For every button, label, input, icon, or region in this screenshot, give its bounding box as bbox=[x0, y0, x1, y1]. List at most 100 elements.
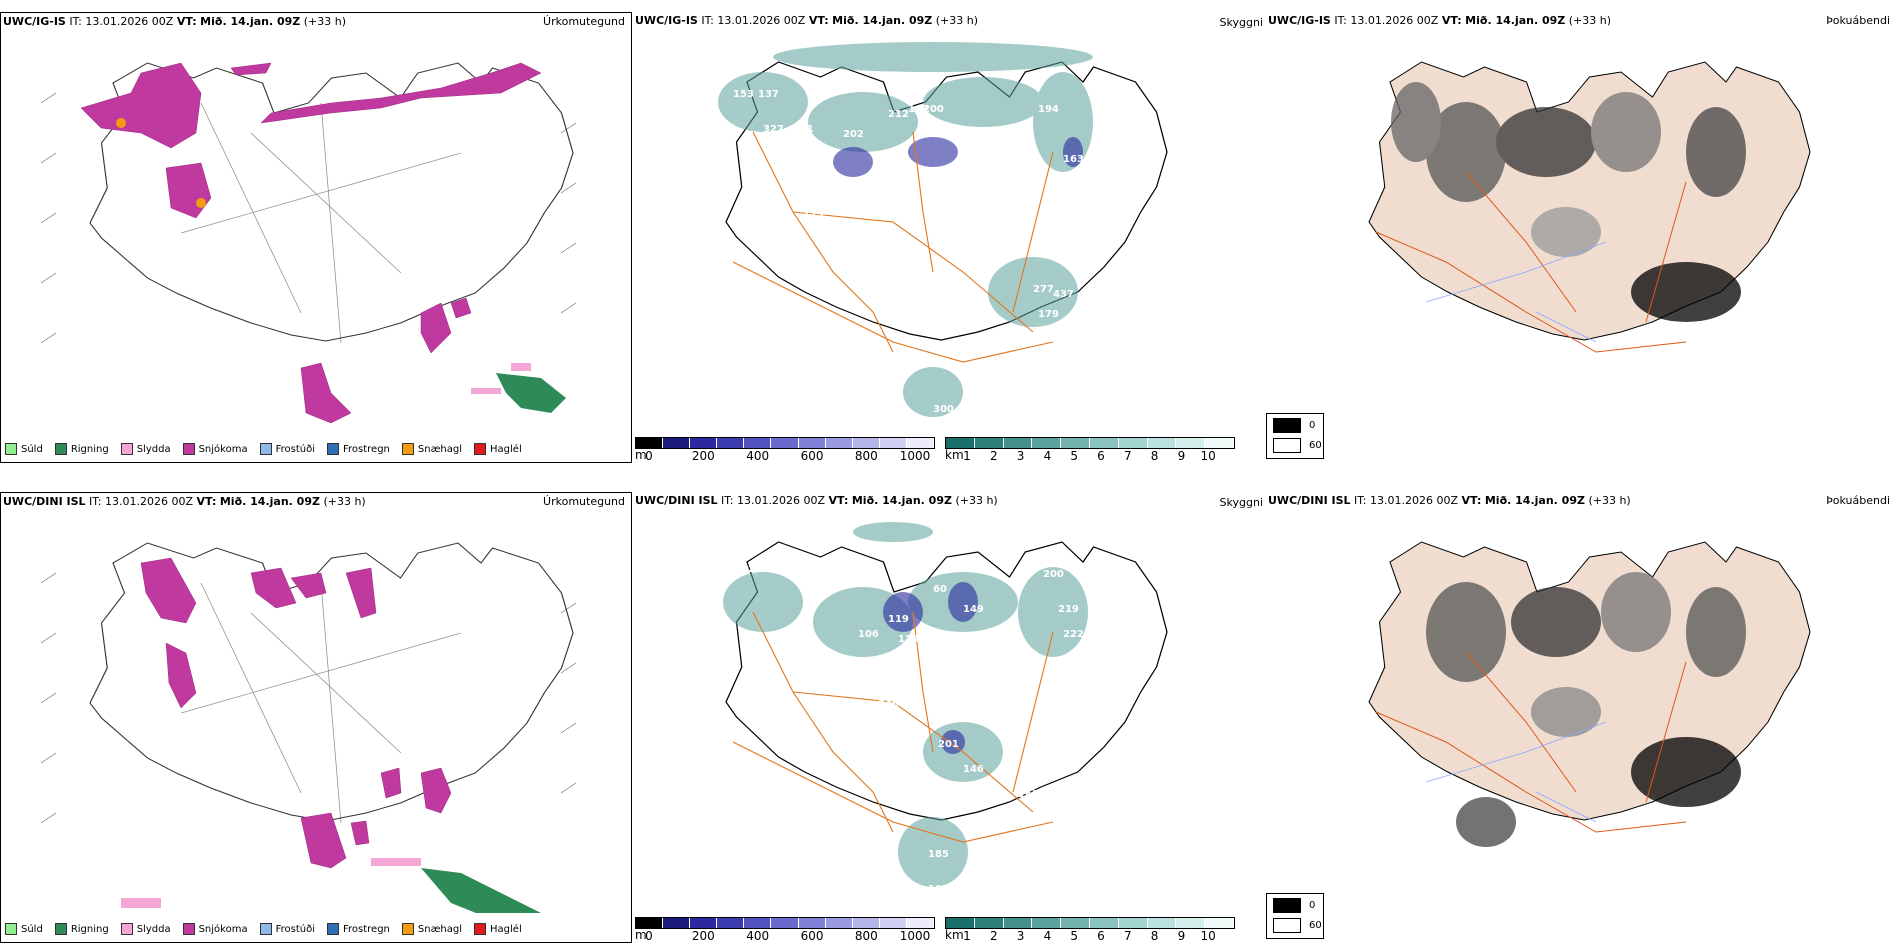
legend-item: Haglél bbox=[474, 443, 522, 455]
colorbar-segment bbox=[825, 918, 853, 928]
fog-map bbox=[1368, 61, 1811, 353]
fog-panel-row2: UWC/DINI ISL IT: 13.01.2026 00Z VT: Mið.… bbox=[1266, 492, 1896, 943]
panel-title: UWC/DINI ISL IT: 13.01.2026 00Z VT: Mið.… bbox=[3, 495, 366, 508]
tick: 7 bbox=[1123, 929, 1132, 943]
colorbar-segment bbox=[1061, 438, 1090, 448]
colorbar-segment bbox=[946, 918, 975, 928]
legend-item: Snæhagl bbox=[401, 923, 462, 935]
colorbar-segment bbox=[1032, 918, 1062, 928]
visibility-value-label: 179 bbox=[1038, 309, 1059, 320]
visibility-value-label: 202 bbox=[843, 129, 864, 140]
visibility-value-label: 153 bbox=[733, 89, 754, 100]
legend-swatch-hail bbox=[474, 923, 487, 935]
legend-item: Frostregn bbox=[327, 923, 390, 935]
panel-title: UWC/IG-IS IT: 13.01.2026 00Z VT: Mið. 14… bbox=[635, 14, 979, 27]
tick: 0 bbox=[645, 929, 653, 943]
colorbar-segment bbox=[974, 918, 1004, 928]
colorbar-kilometers: km 1 2 3 4 5 6 7 8 9 10 bbox=[945, 437, 1235, 463]
legend-item: Frostúði bbox=[259, 443, 315, 455]
legend-item: Súld bbox=[5, 923, 43, 935]
tick: 9 bbox=[1177, 449, 1186, 463]
visibility-value-label: 129 bbox=[898, 634, 919, 645]
fog-legend-row1: 0 60 bbox=[1266, 413, 1324, 459]
legend-swatch-graupel bbox=[401, 923, 414, 935]
colorbar-segment bbox=[825, 438, 853, 448]
visibility-value-label: 300 bbox=[933, 404, 954, 415]
tick: 600 bbox=[800, 449, 824, 463]
tick: 800 bbox=[854, 449, 878, 463]
colorbar-km-bar bbox=[945, 917, 1235, 929]
tick: 10 bbox=[1200, 449, 1216, 463]
colorbar-segment bbox=[852, 918, 880, 928]
legend-swatch-graupel bbox=[401, 443, 414, 455]
legend-item: Rigning bbox=[54, 923, 109, 935]
colorbar-km-unit: km bbox=[945, 448, 964, 462]
colorbar-segment bbox=[1089, 438, 1119, 448]
legend-swatch-freezing-rain bbox=[327, 923, 339, 935]
visibility-value-label: 161 bbox=[793, 124, 814, 135]
legend-swatch-freezing-drizzle bbox=[259, 923, 272, 935]
tick: 6 bbox=[1097, 449, 1105, 463]
legend-item: Snjókoma bbox=[182, 443, 248, 455]
colorbar-segment bbox=[798, 438, 826, 448]
colorbar-segment bbox=[771, 918, 799, 928]
visibility-value-label: 119 bbox=[888, 614, 909, 625]
colorbar-segment bbox=[1176, 438, 1206, 448]
panel-title: UWC/IG-IS IT: 13.01.2026 00Z VT: Mið. 14… bbox=[3, 15, 347, 28]
fog-panel-row1: UWC/IG-IS IT: 13.01.2026 00Z VT: Mið. 14… bbox=[1266, 12, 1896, 463]
legend-swatch-rain bbox=[54, 443, 67, 455]
visibility-value-label: 163 bbox=[1018, 789, 1039, 800]
legend-item: Súld bbox=[5, 443, 43, 455]
legend-item: Haglél bbox=[474, 923, 522, 935]
colorbar-km-ticks: 1 2 3 4 5 6 7 8 9 10 bbox=[963, 449, 1235, 463]
colorbar-segment bbox=[663, 918, 691, 928]
fog-legend-swatch-dark bbox=[1273, 418, 1301, 433]
visibility-value-label: 346 bbox=[878, 699, 899, 710]
field-name: Skyggni bbox=[1219, 16, 1263, 29]
visibility-value-label: 88 bbox=[878, 659, 892, 670]
legend-item: Rigning bbox=[54, 443, 109, 455]
visibility-value-label: 212 bbox=[888, 109, 909, 120]
colorbar-segment bbox=[1089, 918, 1119, 928]
visibility-value-label: 192 bbox=[928, 884, 949, 895]
colorbar-segment bbox=[852, 438, 880, 448]
tick: 1 bbox=[963, 929, 971, 943]
visibility-value-label: 137 bbox=[758, 89, 779, 100]
visibility-value-label: 122 bbox=[963, 189, 984, 200]
colorbar-segment bbox=[771, 438, 799, 448]
tick: 5 bbox=[1070, 449, 1079, 463]
colorbar-segment bbox=[1118, 918, 1148, 928]
tick: 8 bbox=[1150, 929, 1159, 943]
tick: 7 bbox=[1123, 449, 1132, 463]
colorbar-km-unit: km bbox=[945, 928, 964, 942]
tick: 4 bbox=[1043, 449, 1052, 463]
visibility-value-label: 327 bbox=[763, 124, 784, 135]
legend-item: Snjókoma bbox=[182, 923, 248, 935]
colorbar-segment bbox=[717, 438, 745, 448]
visibility-value-label: 222 bbox=[1063, 629, 1084, 640]
colorbar-m-ticks: 0 200 400 600 800 1000 bbox=[645, 929, 935, 943]
visibility-value-label: 237 bbox=[748, 564, 769, 575]
visibility-value-label: 360 bbox=[1065, 654, 1086, 665]
visibility-value-label: 212 bbox=[798, 639, 819, 650]
legend-swatch-rain bbox=[54, 923, 67, 935]
visibility-value-label: 200 bbox=[1043, 569, 1064, 580]
colorbar-segment bbox=[663, 438, 691, 448]
legend-swatch-sleet bbox=[120, 443, 133, 455]
visibility-value-label: 219 bbox=[1058, 604, 1079, 615]
legend-item: Frostregn bbox=[327, 443, 390, 455]
visibility-value-label: 194 bbox=[1038, 104, 1059, 115]
visibility-value-label: 277 bbox=[968, 784, 989, 795]
fog-map bbox=[1368, 541, 1811, 847]
legend-item: Slydda bbox=[120, 923, 171, 935]
visibility-value-label: 60 bbox=[933, 584, 947, 595]
tick: 9 bbox=[1177, 929, 1186, 943]
colorbar-km-bar bbox=[945, 437, 1235, 449]
tick: 10 bbox=[1200, 929, 1216, 943]
legend-swatch-freezing-rain bbox=[327, 443, 339, 455]
colorbar-meters: m 0 200 400 600 800 1000 bbox=[635, 437, 935, 463]
ptype-map bbox=[40, 542, 577, 913]
fog-legend-swatch-dark bbox=[1273, 898, 1301, 913]
colorbar-kilometers: km 1 2 3 4 5 6 7 8 9 10 bbox=[945, 917, 1235, 943]
